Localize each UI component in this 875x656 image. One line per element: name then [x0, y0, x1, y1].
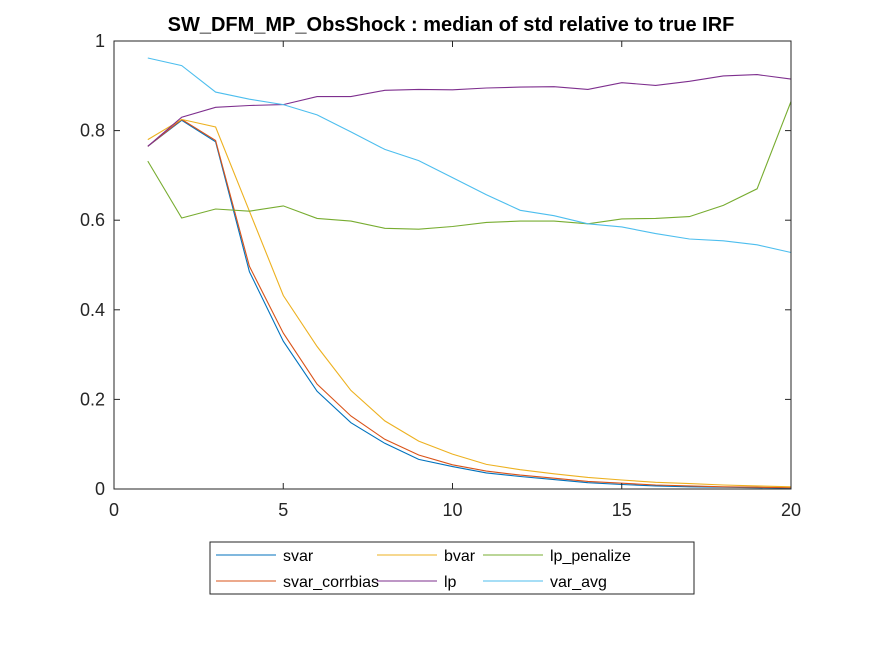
x-tick-label: 15: [612, 500, 632, 520]
series-line-svar: [147, 119, 792, 489]
legend-label-svar: svar: [283, 548, 314, 565]
series-line-svar-corrbias: [147, 118, 792, 489]
x-tick-label: 0: [109, 500, 119, 520]
series-line-var-avg: [147, 57, 792, 254]
series-line-lp-penalize: [147, 101, 792, 230]
axes-layer: 0 5 10 15 20 0 0.2 0.4 0.6 0.8 1: [80, 31, 801, 520]
y-tick-label: 0: [95, 479, 105, 499]
legend-box: [209, 541, 695, 595]
legend-label-bvar: bvar: [444, 548, 476, 565]
y-tick-label: 0.4: [80, 300, 105, 320]
chart-title: SW_DFM_MP_ObsShock : median of std relat…: [168, 14, 735, 36]
legend-label-var-avg: var_avg: [550, 574, 607, 591]
y-tick-label: 1: [95, 31, 105, 51]
series-line-bvar: [147, 118, 792, 488]
y-tick-label: 0.6: [80, 210, 105, 230]
legend-label-lp-penalize: lp_penalize: [550, 548, 631, 565]
x-tick-label: 5: [278, 500, 288, 520]
legend-label-lp: lp: [444, 574, 457, 591]
y-tick-label: 0.8: [80, 121, 105, 141]
y-tick-label: 0.2: [80, 389, 105, 409]
x-tick-label: 20: [781, 500, 801, 520]
plot-area: [114, 41, 791, 489]
series-line-lp: [147, 74, 792, 147]
series-layer: [147, 57, 792, 489]
legend-label-svar-corrbias: svar_corrbias: [283, 574, 379, 591]
x-tick-label: 10: [442, 500, 462, 520]
legend: svar bvar lp_penalize svar_corrbias lp var_av…: [209, 541, 695, 595]
